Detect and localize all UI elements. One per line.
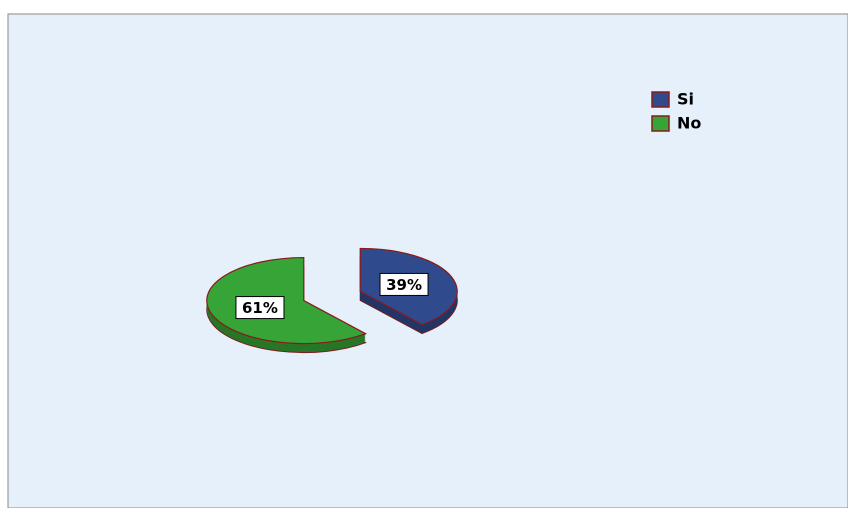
value-label: 61% xyxy=(242,299,278,317)
value-label: 39% xyxy=(386,276,422,294)
legend-swatch xyxy=(651,115,670,132)
legend-label: No xyxy=(677,114,701,133)
legend-label: Si xyxy=(677,90,694,109)
slice xyxy=(206,256,368,345)
legend-swatch xyxy=(651,91,670,108)
value-label-box xyxy=(379,272,429,296)
value-label-box xyxy=(235,296,285,320)
